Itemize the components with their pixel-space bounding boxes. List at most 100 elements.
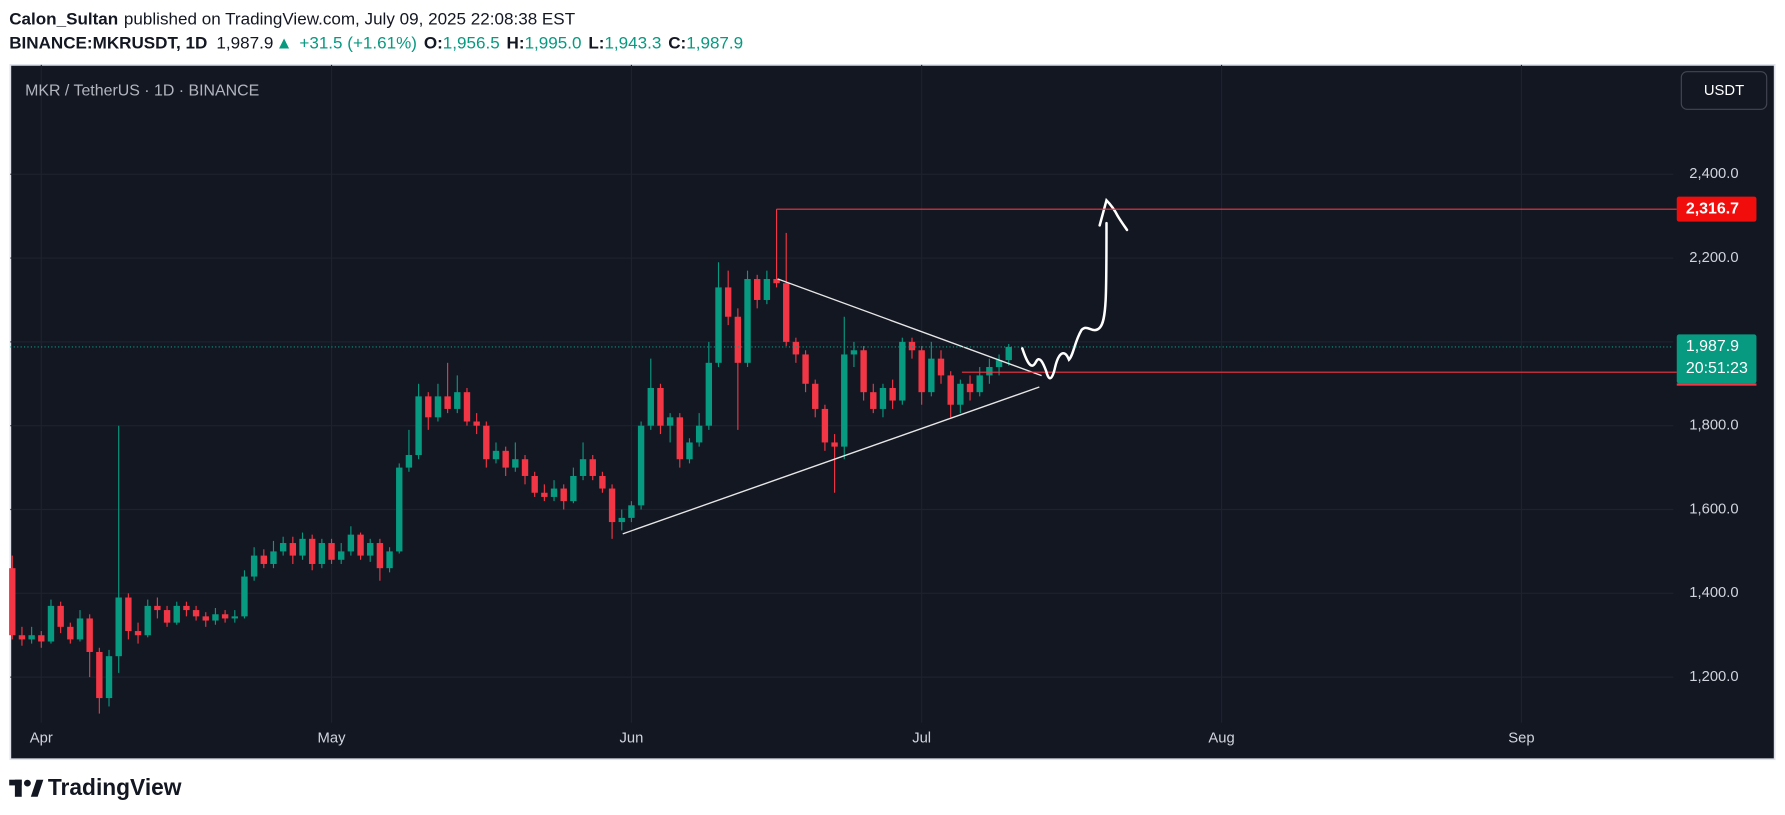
candle-body: [608, 488, 616, 523]
x-tick-label: May: [318, 731, 347, 747]
candle-body: [105, 656, 113, 699]
y-tick-label: 1,200.0: [1689, 669, 1738, 685]
candle-body: [628, 505, 635, 518]
candle-body: [783, 283, 790, 342]
y-tick-label: 2,400.0: [1689, 166, 1738, 182]
candle-body: [773, 279, 780, 284]
candle-body: [231, 616, 238, 619]
candle-body: [850, 350, 858, 355]
candle-body: [376, 543, 384, 569]
candle-body: [947, 375, 954, 405]
candle-body: [67, 626, 74, 640]
candle-body: [163, 610, 171, 623]
candle-body: [192, 610, 200, 617]
candle-body: [521, 459, 529, 476]
candle-body: [367, 543, 374, 556]
candle-body: [47, 605, 55, 642]
x-tick-label: Aug: [1208, 731, 1234, 747]
ohlc-value: 1,956.5: [443, 33, 500, 52]
candle-body: [831, 442, 838, 447]
candle-body: [560, 488, 567, 502]
projection-arrow: [1021, 221, 1108, 380]
candle-body: [425, 396, 432, 418]
candle-body: [734, 316, 742, 363]
candle-body: [444, 396, 451, 409]
candle-body: [666, 417, 674, 426]
level-box: [1676, 196, 1757, 222]
candle-body: [28, 635, 35, 640]
candle-body: [599, 475, 606, 489]
candle-body: [173, 605, 180, 623]
candle-body: [802, 354, 809, 384]
candle-body: [318, 543, 326, 564]
candle-body: [434, 396, 442, 418]
candle-body: [260, 555, 268, 564]
candle-body: [937, 358, 945, 376]
candle-body: [483, 425, 490, 460]
published: published on TradingView.com, July 09, 2…: [124, 9, 576, 28]
candle-body: [463, 392, 471, 422]
candle-body: [657, 387, 664, 426]
ohlc-label: O:: [424, 33, 443, 52]
candle-body: [870, 392, 877, 409]
candle-body: [676, 417, 683, 460]
candle-body: [308, 538, 316, 564]
trend-line: [622, 386, 1040, 535]
x-tick-label: Sep: [1508, 731, 1534, 747]
y-tick-label: 1,600.0: [1689, 501, 1738, 517]
candle-body: [976, 375, 983, 393]
candle-body: [541, 492, 548, 497]
candle-body: [570, 475, 577, 502]
candle-body: [154, 605, 161, 611]
candle-body: [357, 534, 364, 556]
candle-body: [502, 450, 509, 468]
candle-body: [202, 616, 209, 621]
candle-body: [183, 605, 190, 611]
candle-body: [96, 651, 103, 699]
quote-line: BINANCE:MKRUSDT, 1D 1,987.9 ▲ +31.5 (+1.61%…: [9, 33, 743, 52]
ohlc-value: 1,943.3: [604, 33, 661, 52]
chart-pane: [9, 64, 1776, 761]
change: +31.5 (+1.61%): [299, 33, 417, 52]
candle-body: [386, 551, 393, 569]
header-line: Calon_Sultan published on TradingView.com…: [9, 9, 575, 28]
candle-body: [724, 287, 732, 317]
candle-body: [792, 341, 800, 355]
candle-body: [9, 568, 16, 636]
candle-body: [405, 455, 413, 468]
candle-body: [531, 475, 538, 493]
candle-body: [860, 350, 867, 393]
candle-body: [995, 360, 1003, 368]
last-price-label: 1,987.9: [1686, 338, 1739, 355]
candle-body: [415, 396, 422, 456]
brand: TradingView: [48, 774, 182, 800]
y-tick-label: 2,200.0: [1689, 250, 1738, 266]
logo: [9, 779, 44, 797]
candle-body: [454, 392, 461, 409]
candle-body: [589, 459, 596, 476]
candle-body: [125, 597, 132, 632]
level-marker: [1676, 383, 1757, 386]
currency-button[interactable]: [1680, 71, 1768, 110]
candle-body: [705, 362, 713, 426]
candle-body: [396, 467, 403, 552]
drawings: [622, 197, 1677, 535]
candle-body: [492, 450, 500, 460]
logo-shape: [30, 779, 44, 797]
candle-body: [328, 543, 335, 560]
currency-label: USDT: [1704, 83, 1744, 99]
candle-body: [647, 387, 654, 426]
arrow-head: [1098, 197, 1129, 232]
arrow: ▲: [276, 33, 293, 52]
candle-body: [918, 350, 925, 393]
overlay: 1,200.01,400.01,600.01,800.02,000.02,200…: [10, 166, 1757, 747]
candle-body: [38, 635, 45, 642]
candle-body: [250, 555, 258, 577]
candle-body: [134, 631, 142, 636]
candle-body: [821, 408, 829, 443]
candle-body: [144, 605, 151, 636]
ohlc-label: C:: [668, 33, 686, 52]
candle-body: [908, 341, 916, 351]
candle-body: [241, 576, 248, 617]
